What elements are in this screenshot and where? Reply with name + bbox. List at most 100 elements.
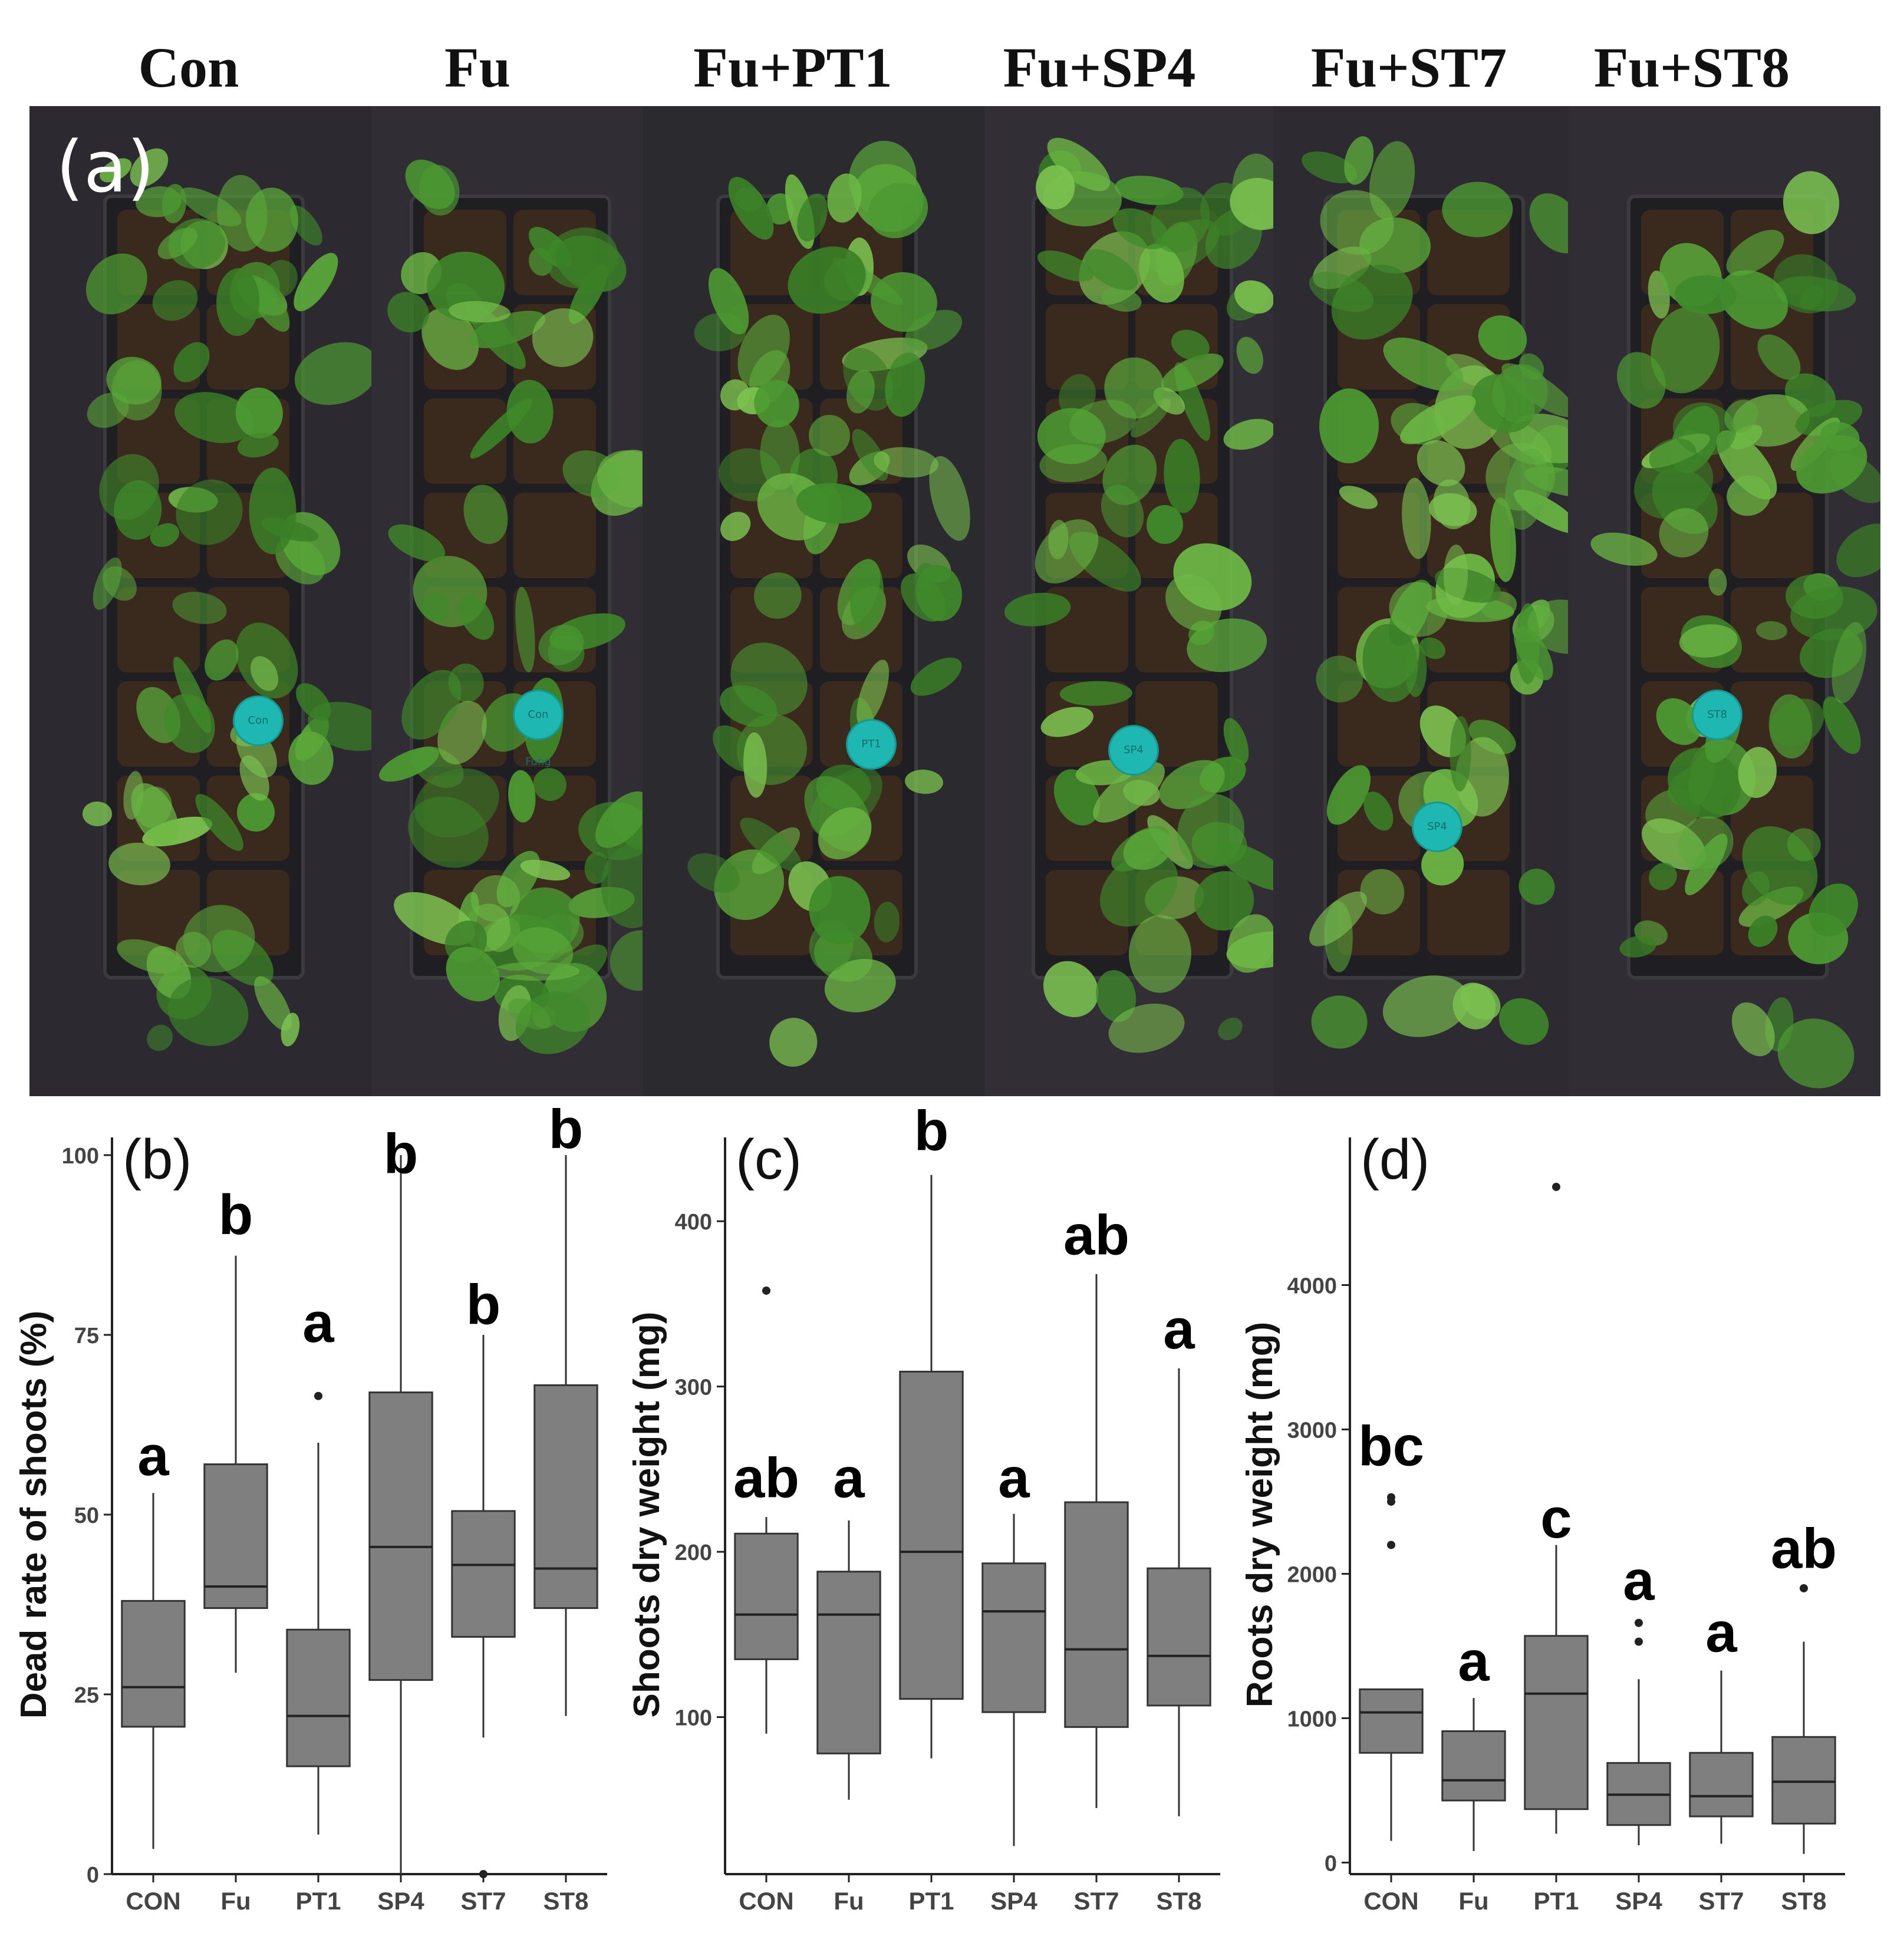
y-tick-label: 0 (87, 1863, 99, 1888)
box-iqr (734, 1532, 799, 1660)
y-tick-label: 0 (1325, 1851, 1337, 1876)
panel-label: (b) (123, 1128, 192, 1191)
tray-photo-3 (643, 106, 984, 1096)
y-axis-label: Shoots dry weight (mg) (627, 1312, 667, 1718)
x-tick-label: Fu (834, 1887, 864, 1915)
x-tick-label: CON (739, 1887, 793, 1915)
significance-letter: b (384, 1123, 419, 1186)
x-tick-label: ST7 (460, 1887, 506, 1915)
outlier-point (1552, 1182, 1560, 1191)
panel-label-a: (a) (56, 127, 155, 209)
x-tick-label: CON (126, 1887, 180, 1915)
x-tick-label: PT1 (908, 1887, 954, 1915)
box-iqr (533, 1384, 598, 1610)
significance-letter: b (219, 1183, 253, 1246)
outlier-point (1387, 1493, 1395, 1502)
box-iqr (1359, 1688, 1424, 1754)
plant-tag: ST8 (1692, 690, 1742, 740)
foliage-leaf (1128, 914, 1192, 994)
soil-cell (513, 493, 596, 578)
plant-tag: SP4 (1108, 725, 1159, 776)
plant-tag: Con (233, 695, 284, 746)
y-tick-label: 1000 (1287, 1707, 1337, 1731)
y-tick-label: 4000 (1287, 1274, 1337, 1298)
outlier-point (479, 1870, 487, 1878)
significance-letter: a (302, 1291, 334, 1354)
box-iqr (203, 1463, 268, 1610)
foliage-leaf (82, 801, 113, 827)
significance-letter: a (1623, 1549, 1655, 1612)
significance-letter: a (1705, 1601, 1737, 1664)
outlier-point (1800, 1584, 1808, 1592)
x-tick-label: SP4 (1615, 1887, 1662, 1915)
plant-tag: Con Fung (513, 690, 564, 768)
box-iqr (286, 1628, 351, 1767)
tray-photograph: Con Con Fung PT1 SP4 SP4 ST8 (29, 106, 1880, 1096)
x-tick-label: ST8 (543, 1887, 588, 1915)
significance-letter: a (833, 1447, 865, 1510)
x-tick-label: Fu (220, 1887, 251, 1915)
significance-letter: ab (733, 1447, 799, 1510)
tray-photo-1 (29, 106, 394, 1096)
x-tick-label: SP4 (990, 1887, 1037, 1915)
tray-label-strip: Con Fu Fu+PT1 Fu+SP4 Fu+ST7 Fu+ST8 (24, 18, 1880, 106)
y-tick-label: 100 (675, 1706, 712, 1731)
tray-label-fu-st7: Fu+ST7 (1310, 36, 1507, 99)
box-iqr (1771, 1736, 1836, 1825)
box-iqr (899, 1370, 964, 1700)
outlier-point (1635, 1618, 1643, 1627)
foliage-leaf (1231, 332, 1269, 378)
box-iqr (1441, 1730, 1506, 1802)
y-axis-label: Dead rate of shoots (%) (14, 1311, 54, 1719)
significance-letter: a (998, 1447, 1030, 1510)
y-tick-label: 50 (74, 1503, 99, 1528)
outlier-point (762, 1286, 770, 1295)
box-iqr (368, 1391, 433, 1681)
tray-label-fu-pt1: Fu+PT1 (693, 36, 892, 99)
y-tick-label: 200 (675, 1541, 712, 1565)
tray-label-fu-st8: Fu+ST8 (1593, 36, 1790, 99)
x-tick-label: SP4 (377, 1887, 424, 1915)
significance-letter: b (914, 1108, 949, 1163)
foliage-leaf (1309, 994, 1369, 1051)
x-tick-label: ST8 (1156, 1887, 1201, 1915)
x-tick-label: Fu (1458, 1887, 1488, 1915)
x-tick-label: PT1 (1533, 1887, 1579, 1915)
box-iqr (1064, 1501, 1129, 1728)
significance-letter: b (466, 1274, 501, 1337)
tray-label-con: Con (138, 36, 239, 99)
foliage-leaf (763, 1012, 823, 1073)
panel-label: (d) (1361, 1128, 1429, 1191)
plant-tag: SP4 (1412, 802, 1462, 852)
plant-tag: PT1 (846, 719, 897, 770)
photo-panel: Con Fu Fu+PT1 Fu+SP4 Fu+ST7 Fu+ST8 Con Co… (24, 18, 1880, 1096)
significance-letter: ab (1771, 1518, 1837, 1581)
tray-photo-4 (984, 106, 1307, 1096)
tray-label-fu: Fu (444, 36, 511, 99)
panel-label: (c) (736, 1128, 802, 1191)
x-tick-label: ST7 (1073, 1887, 1119, 1915)
tray-label-fu-sp4: Fu+SP4 (1003, 36, 1196, 99)
significance-letter: a (1458, 1630, 1490, 1693)
foliage-leaf (1826, 512, 1880, 589)
significance-letter: a (137, 1424, 169, 1488)
foliage-leaf (1490, 988, 1558, 1055)
outlier-point (314, 1391, 322, 1400)
box-iqr (816, 1571, 881, 1754)
y-tick-label: 400 (675, 1210, 712, 1235)
box-iqr (981, 1562, 1046, 1713)
significance-letter: c (1540, 1487, 1572, 1550)
significance-letter: bc (1358, 1415, 1424, 1478)
box-iqr (121, 1599, 186, 1728)
significance-letter: b (549, 1108, 584, 1160)
box-iqr (1147, 1567, 1211, 1707)
tray-photo-5 (1273, 106, 1607, 1096)
y-tick-label: 25 (74, 1683, 99, 1708)
significance-letter: ab (1063, 1203, 1129, 1267)
significance-letter: a (1163, 1298, 1195, 1361)
y-tick-label: 75 (74, 1324, 99, 1348)
y-tick-label: 300 (675, 1376, 712, 1400)
tray-photo-6 (1568, 106, 1880, 1096)
